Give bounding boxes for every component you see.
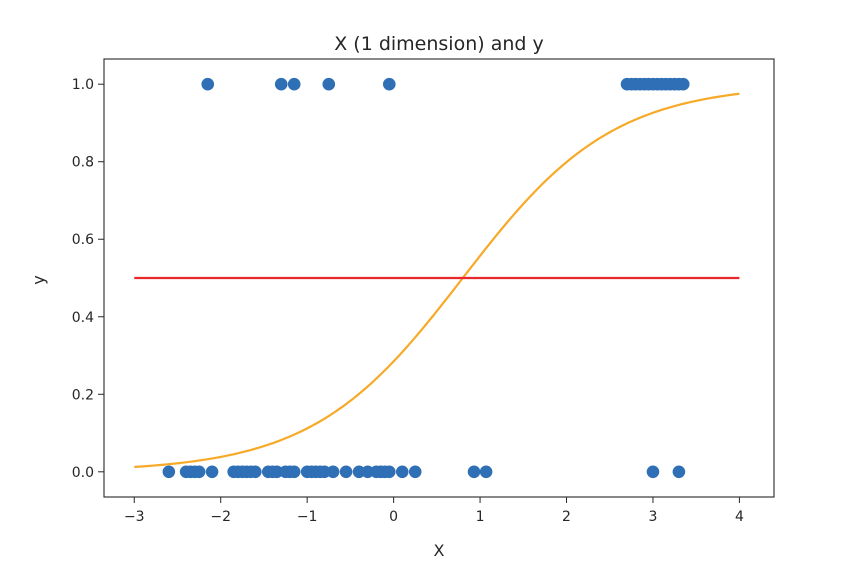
data-point	[322, 77, 336, 91]
x-tick-label: −3	[124, 509, 145, 525]
y-tick-label: 0.4	[72, 310, 94, 326]
logistic-curve	[134, 92, 740, 469]
data-point	[326, 465, 340, 479]
data-point	[395, 465, 409, 479]
data-point	[352, 465, 366, 479]
x-tick-label: 4	[735, 509, 744, 525]
data-point	[274, 77, 288, 91]
data-point	[408, 465, 422, 479]
x-axis-ticks: −3 −2 −1 0 1 2 3 4	[124, 497, 744, 525]
plot-marks	[134, 77, 740, 479]
data-point	[382, 465, 396, 479]
data-point	[270, 465, 284, 479]
y-axis-ticks: 0.0 0.2 0.4 0.6 0.8 1.0	[72, 77, 104, 481]
y-axis-label: y	[29, 275, 48, 284]
y-tick-label: 0.8	[72, 155, 94, 171]
x-tick-label: 3	[649, 509, 658, 525]
data-point	[162, 465, 176, 479]
y-tick-label: 0.6	[72, 232, 94, 248]
data-point	[382, 77, 396, 91]
data-point	[479, 465, 493, 479]
data-point	[205, 465, 219, 479]
x-tick-label: 2	[562, 509, 571, 525]
data-point	[646, 465, 660, 479]
data-point	[467, 465, 481, 479]
chart-title: X (1 dimension) and y	[334, 33, 544, 55]
y-tick-label: 1.0	[72, 77, 94, 93]
x-tick-label: −2	[210, 509, 231, 525]
data-point	[339, 465, 353, 479]
data-point	[248, 465, 262, 479]
y-tick-label: 0.2	[72, 387, 94, 403]
plot-frame	[103, 58, 775, 498]
data-point	[201, 77, 215, 91]
data-point	[672, 465, 686, 479]
data-point	[318, 465, 331, 479]
x-tick-label: 0	[389, 509, 398, 525]
data-point	[361, 465, 374, 479]
x-axis-label: X	[434, 541, 445, 560]
data-point	[287, 77, 301, 91]
y-tick-label: 0.0	[72, 465, 94, 481]
x-tick-label: 1	[476, 509, 485, 525]
data-point	[676, 77, 690, 91]
x-tick-label: −1	[297, 509, 318, 525]
data-point	[287, 465, 301, 479]
data-point	[192, 465, 206, 479]
